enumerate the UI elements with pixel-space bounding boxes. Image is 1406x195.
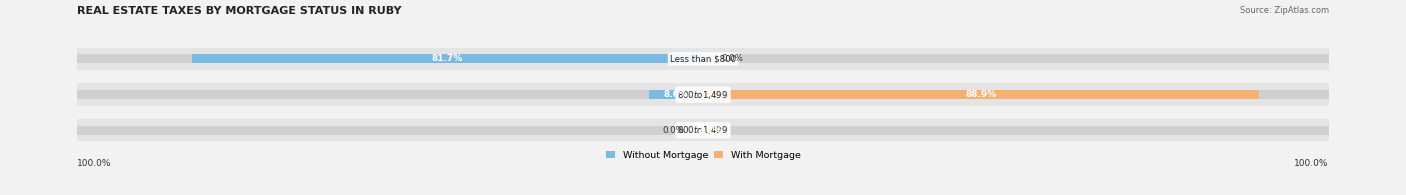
Bar [77,54,1329,63]
Text: 8.6%: 8.6% [664,90,689,99]
Bar [191,54,703,63]
Legend: Without Mortgage, With Mortgage: Without Mortgage, With Mortgage [606,151,800,160]
Bar [77,126,1329,135]
Bar [650,90,703,99]
Text: 2.2%: 2.2% [697,126,723,135]
Text: 0.0%: 0.0% [721,54,744,63]
Bar [703,126,717,135]
Text: $800 to $1,499: $800 to $1,499 [678,124,728,136]
Text: Source: ZipAtlas.com: Source: ZipAtlas.com [1240,6,1329,15]
Text: 100.0%: 100.0% [77,159,112,168]
Text: Less than $800: Less than $800 [669,54,737,63]
Text: $800 to $1,499: $800 to $1,499 [678,89,728,101]
Text: 88.9%: 88.9% [966,90,997,99]
Text: REAL ESTATE TAXES BY MORTGAGE STATUS IN RUBY: REAL ESTATE TAXES BY MORTGAGE STATUS IN … [77,6,402,16]
Bar [703,90,1260,99]
Text: 81.7%: 81.7% [432,54,463,63]
Bar [77,90,1329,99]
Text: 0.0%: 0.0% [662,126,685,135]
Text: 100.0%: 100.0% [1294,159,1329,168]
